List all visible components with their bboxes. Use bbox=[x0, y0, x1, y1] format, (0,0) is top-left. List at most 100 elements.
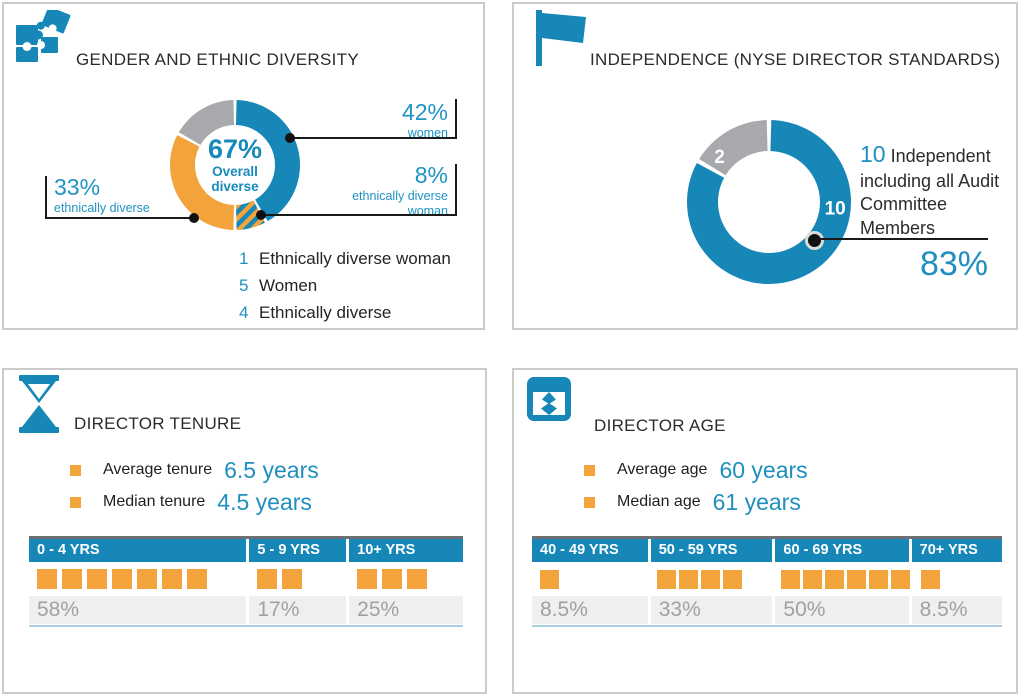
edw-percent: 8% bbox=[414, 162, 448, 188]
director-unit-square bbox=[920, 569, 940, 589]
director-unit-square bbox=[679, 569, 699, 589]
director-unit-square bbox=[824, 569, 844, 589]
table-icons-cell bbox=[249, 562, 346, 596]
donut-segment-unlabeled bbox=[178, 100, 235, 145]
legend-count: 1 bbox=[239, 249, 249, 268]
callout-line bbox=[261, 214, 457, 216]
legend-label: Women bbox=[259, 276, 318, 295]
stat-value: 4.5 years bbox=[217, 488, 312, 515]
independent-note-text: Independent including all Audit Committe… bbox=[860, 146, 1000, 238]
table-percent-cell: 25% bbox=[349, 596, 464, 624]
director-unit-square bbox=[357, 569, 378, 589]
diversity-legend: 1 Ethnically diverse woman 5 Women 4 Eth… bbox=[239, 249, 451, 330]
callout-dot bbox=[805, 231, 824, 250]
director-unit-square bbox=[407, 569, 428, 589]
table-icons-cell bbox=[773, 562, 910, 596]
donut-segment-unlabeled bbox=[699, 120, 768, 176]
orange-bullet-icon bbox=[70, 464, 81, 476]
director-unit-square bbox=[37, 569, 57, 589]
table-percent-cell: 33% bbox=[650, 596, 773, 624]
panel-title-age: DIRECTOR AGE bbox=[594, 416, 726, 435]
hourglass-icon bbox=[19, 375, 59, 433]
portrait-badge-icon bbox=[527, 377, 571, 421]
tenure-stats: Average tenure 6.5 years Median tenure 4… bbox=[70, 456, 319, 516]
puzzle-icon bbox=[16, 10, 71, 62]
table-percent-cell: 58% bbox=[29, 596, 247, 624]
donut-segment-ethnically-diverse bbox=[170, 135, 235, 230]
panel-tenure: DIRECTOR TENURE Average tenure 6.5 years… bbox=[2, 368, 487, 694]
stat-row: Median age 61 years bbox=[584, 488, 808, 516]
diversity-donut-chart bbox=[170, 100, 300, 230]
director-unit-square bbox=[701, 569, 721, 589]
table-percent-cell: 8.5% bbox=[532, 596, 648, 624]
table-bottom-line bbox=[532, 625, 1002, 627]
director-unit-square bbox=[868, 569, 888, 589]
table-header-cell: 60 - 69 YRS bbox=[775, 539, 909, 562]
panel-title-tenure: DIRECTOR TENURE bbox=[74, 414, 242, 433]
director-unit-square bbox=[846, 569, 866, 589]
table-percent-cell: 8.5% bbox=[911, 596, 1003, 624]
callout-line bbox=[455, 99, 457, 139]
women-percent: 42% bbox=[401, 99, 448, 125]
donut-segment-women bbox=[235, 100, 300, 222]
tenure-table: 0 - 4 YRS 5 - 9 YRS 10+ YRS 58% 17% 25% bbox=[29, 536, 464, 627]
director-unit-square bbox=[62, 569, 82, 589]
callout-dot bbox=[189, 213, 199, 223]
director-unit-square bbox=[890, 569, 910, 589]
stat-label: Median age bbox=[617, 493, 701, 510]
director-unit-square bbox=[802, 569, 822, 589]
panel-age: DIRECTOR AGE Average age 60 years Median… bbox=[512, 368, 1018, 694]
age-stats: Average age 60 years Median age 61 years bbox=[584, 456, 808, 516]
callout-ethnically-diverse-woman: 8% ethnically diverse woman bbox=[334, 162, 448, 220]
table-top-line bbox=[29, 536, 463, 539]
panel-independence: INDEPENDENCE (NYSE DIRECTOR STANDARDS) 1… bbox=[512, 2, 1018, 330]
panel-diversity: GENDER AND ETHNIC DIVERSITY 67% Overall … bbox=[2, 2, 485, 330]
table-header-cell: 10+ YRS bbox=[349, 539, 464, 562]
legend-count: 5 bbox=[239, 276, 249, 295]
director-unit-square bbox=[657, 569, 677, 589]
ed-label: ethnically diverse bbox=[54, 200, 150, 215]
table-header-cell: 40 - 49 YRS bbox=[532, 539, 648, 562]
table-percent-row: 58% 17% 25% bbox=[29, 596, 464, 624]
stat-value: 60 years bbox=[719, 456, 808, 483]
director-unit-square bbox=[282, 569, 303, 589]
table-percent-row: 8.5% 33% 50% 8.5% bbox=[532, 596, 1003, 624]
table-icons-row bbox=[29, 562, 463, 596]
legend-label: Ethnically diverse woman bbox=[259, 249, 451, 268]
callout-dot bbox=[285, 133, 295, 143]
independent-percent: 83% bbox=[919, 245, 988, 283]
orange-bullet-icon bbox=[70, 496, 81, 508]
women-label: women bbox=[407, 125, 448, 140]
callout-ethnically-diverse: 33% ethnically diverse bbox=[54, 174, 214, 216]
stat-value: 61 years bbox=[712, 488, 801, 515]
donut-ring-label: 2 bbox=[714, 147, 725, 168]
independent-count: 10 bbox=[860, 141, 886, 167]
table-icons-cell bbox=[649, 562, 769, 596]
stat-row: Average age 60 years bbox=[584, 456, 808, 484]
age-table: 40 - 49 YRS 50 - 59 YRS 60 - 69 YRS 70+ YRS… bbox=[532, 536, 1003, 627]
callout-line bbox=[45, 176, 47, 219]
table-icons-cell bbox=[29, 562, 246, 596]
table-header-cell: 5 - 9 YRS bbox=[249, 539, 347, 562]
donut-segment-ethnically-diverse-woman bbox=[235, 200, 265, 230]
table-header-cell: 70+ YRS bbox=[911, 539, 1003, 562]
director-unit-square bbox=[540, 569, 559, 589]
table-percent-cell: 17% bbox=[249, 596, 347, 624]
orange-bullet-icon bbox=[584, 464, 595, 476]
legend-item: 5 Women bbox=[239, 276, 451, 296]
callout-dot bbox=[256, 210, 266, 220]
table-icons-cell bbox=[913, 562, 1002, 596]
table-bottom-line bbox=[29, 625, 463, 627]
director-unit-square bbox=[187, 569, 207, 589]
stat-label: Median tenure bbox=[103, 493, 206, 510]
legend-item: 4 Ethnically diverse bbox=[239, 303, 451, 323]
callout-line bbox=[45, 217, 197, 219]
legend-label: Ethnically diverse bbox=[259, 303, 392, 322]
table-icons-cell bbox=[349, 562, 463, 596]
panel-title-diversity: GENDER AND ETHNIC DIVERSITY bbox=[76, 50, 359, 69]
donut-ring-label: 10 bbox=[825, 198, 846, 219]
table-header-cell: 0 - 4 YRS bbox=[29, 539, 247, 562]
callout-line bbox=[290, 137, 457, 139]
table-header-cell: 50 - 59 YRS bbox=[650, 539, 773, 562]
